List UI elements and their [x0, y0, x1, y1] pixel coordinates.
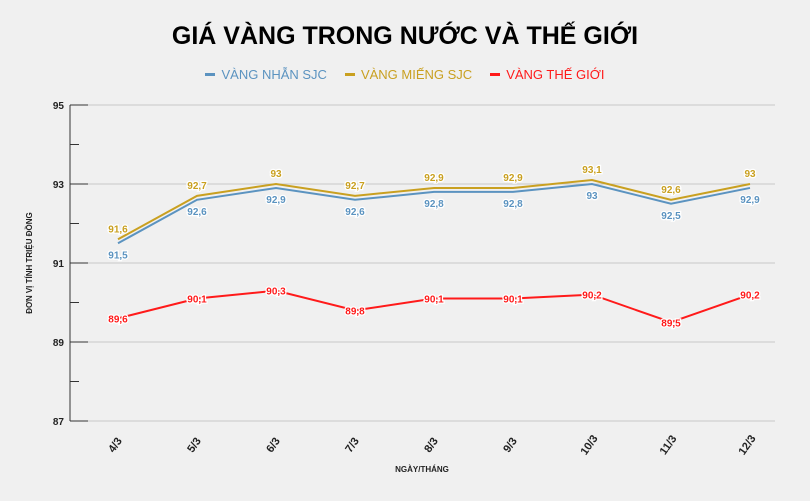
data-label: 93,1 [582, 165, 602, 176]
data-label: 89,5 [661, 318, 681, 329]
x-tick-label: 5/3 [185, 436, 204, 455]
legend-item: VÀNG THẾ GIỚI [490, 67, 605, 82]
data-label: 92,9 [503, 173, 523, 184]
data-label: 89,8 [345, 306, 365, 317]
y-tick-label: 93 [53, 180, 65, 191]
data-label: 90,1 [187, 295, 207, 306]
data-label: 90,2 [740, 291, 760, 302]
y-tick-label: 91 [53, 259, 65, 270]
data-label: 92,6 [661, 185, 681, 196]
data-label: 90,1 [503, 295, 523, 306]
x-tick-label: 8/3 [422, 436, 441, 455]
data-label: 92,9 [424, 173, 444, 184]
data-label: 92,6 [345, 207, 365, 218]
y-tick-label: 95 [53, 101, 65, 112]
data-label: 93 [270, 169, 282, 180]
y-axis-label: ĐƠN VỊ TÍNH TRIỆU ĐỒNG [24, 212, 34, 314]
x-tick-label: 6/3 [264, 436, 283, 455]
data-label: 91,6 [108, 224, 128, 235]
series-line [117, 179, 751, 241]
legend-swatch [344, 73, 355, 76]
series-line [117, 182, 751, 245]
y-tick-label: 87 [53, 417, 65, 428]
data-label: 92,9 [740, 195, 760, 206]
chart-title: GIÁ VÀNG TRONG NƯỚC VÀ THẾ GIỚI [171, 22, 639, 50]
x-tick-label: 4/3 [106, 436, 125, 455]
data-label: 90,2 [582, 291, 602, 302]
data-label: 92,7 [345, 181, 365, 192]
legend-item: VÀNG MIẾNG SJC [344, 67, 473, 82]
data-label: 93 [744, 169, 756, 180]
data-label: 93 [586, 191, 598, 202]
data-label: 92,9 [266, 195, 286, 206]
x-tick-label: 11/3 [658, 433, 680, 457]
x-tick-label: 9/3 [501, 436, 520, 455]
data-label: 92,8 [424, 199, 444, 210]
legend-label: VÀNG MIẾNG SJC [360, 67, 473, 82]
x-tick-label: 12/3 [736, 433, 758, 457]
data-label: 92,8 [503, 199, 523, 210]
legend-swatch [490, 73, 501, 76]
x-axis-label: NGÀY/THÁNG [395, 465, 449, 474]
legend-item: VÀNG NHẪN SJC [205, 67, 327, 82]
legend-label: VÀNG NHẪN SJC [221, 67, 327, 82]
legend-label: VÀNG THẾ GIỚI [506, 67, 605, 82]
data-label: 92,7 [187, 181, 207, 192]
data-label: 91,5 [108, 250, 128, 261]
data-label: 89,6 [108, 314, 128, 325]
x-tick-label: 10/3 [578, 433, 600, 457]
data-label: 90,1 [424, 295, 444, 306]
series-line [117, 289, 751, 324]
legend: VÀNG NHẪN SJC VÀNG MIẾNG SJC VÀNG THẾ GIỚI [0, 67, 810, 82]
data-label: 90,3 [266, 287, 286, 298]
y-tick-label: 89 [53, 338, 65, 349]
x-tick-label: 7/3 [343, 436, 362, 455]
legend-swatch [205, 73, 216, 76]
data-label: 92,6 [187, 207, 207, 218]
data-label: 92,5 [661, 211, 681, 222]
